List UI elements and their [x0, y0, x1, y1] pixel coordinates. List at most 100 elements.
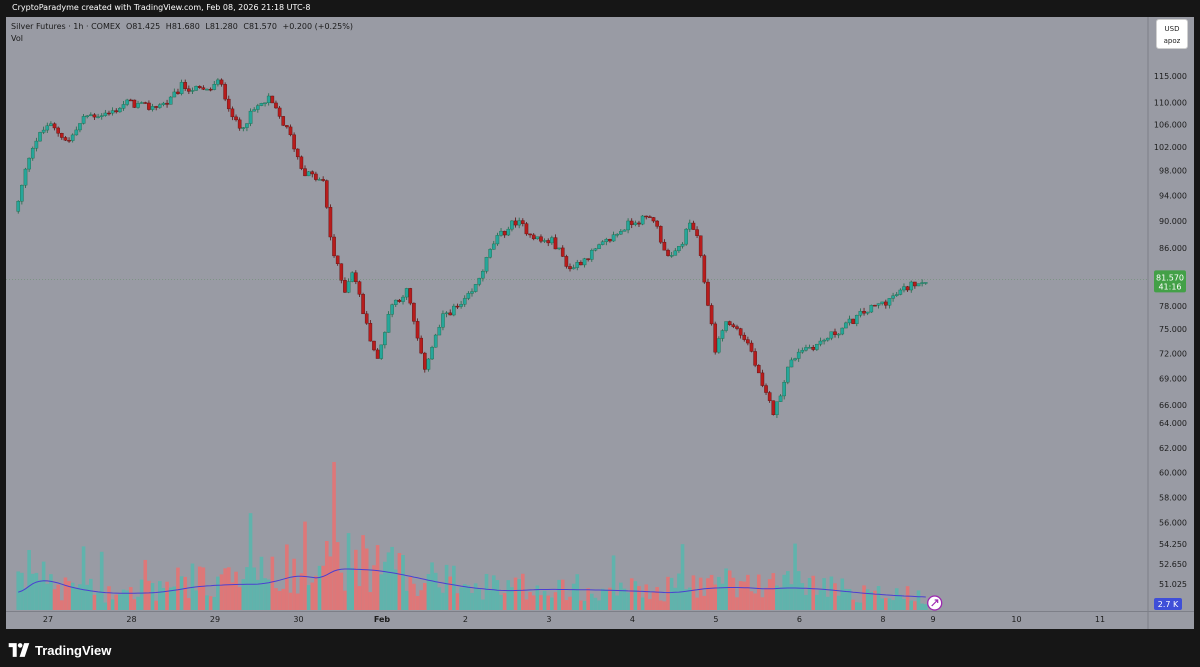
candle-body — [698, 235, 703, 256]
candle-body — [521, 220, 525, 224]
volume-bar — [695, 597, 699, 610]
volume-bar — [74, 587, 79, 610]
candle-body — [216, 79, 220, 85]
volume-bar — [524, 599, 529, 610]
volume-bar — [143, 559, 148, 610]
volume-bar — [811, 575, 816, 610]
volume-bar — [564, 600, 569, 610]
candle-body — [825, 337, 830, 341]
volume-bar — [183, 576, 188, 610]
volume-bar — [880, 598, 884, 610]
volume-bar — [139, 579, 144, 610]
candle-body — [241, 127, 246, 129]
volume-indicator-label[interactable]: Vol — [11, 34, 23, 43]
volume-bar — [604, 589, 609, 610]
candle-body — [96, 116, 100, 118]
volume-bar — [586, 588, 590, 610]
candle-body — [626, 220, 630, 231]
candle-body — [285, 125, 289, 128]
candle-body — [448, 312, 453, 316]
price-axis-tick: 110.000 — [1154, 98, 1187, 107]
candle-body — [150, 106, 155, 110]
volume-bar — [684, 589, 688, 610]
volume-bar — [237, 587, 242, 610]
volume-bar — [884, 598, 888, 610]
volume-bar — [495, 580, 500, 610]
candle-body — [557, 247, 561, 250]
volume-bar — [339, 572, 344, 610]
candle-body — [746, 339, 750, 344]
candle-body — [535, 236, 540, 240]
candle-body — [898, 289, 903, 295]
candle-body — [648, 216, 652, 218]
volume-bar — [205, 595, 209, 610]
last-price-badge — [1154, 270, 1186, 293]
volume-bar — [876, 586, 881, 610]
volume-bar — [52, 589, 57, 610]
candle-body — [829, 331, 834, 339]
currency-selector[interactable]: USD apoz — [1156, 19, 1188, 49]
candlestick-chart[interactable]: 115.000 110.000 106.000 102.000 98.000 94.000… — [6, 17, 1194, 629]
price-axis-tick: 90.000 — [1159, 217, 1187, 226]
candle-body — [579, 262, 583, 266]
volume-bar — [619, 582, 623, 610]
candle-body — [796, 351, 801, 359]
volume-bar — [796, 571, 801, 610]
candle-body — [266, 95, 271, 103]
candle-body — [34, 140, 39, 149]
candle-body — [23, 168, 28, 186]
candle-body — [128, 99, 133, 102]
candle-body — [357, 281, 362, 295]
candle-body — [539, 236, 543, 242]
candle-body — [731, 324, 736, 327]
candle-body — [655, 220, 659, 227]
volume-bar — [430, 562, 434, 610]
volume-bar — [473, 583, 478, 610]
volume-bar — [923, 604, 928, 610]
volume-bar — [390, 546, 394, 610]
chart-panel[interactable]: 115.000 110.000 106.000 102.000 98.000 94.000… — [6, 17, 1194, 629]
time-axis-tick: 10 — [1011, 615, 1021, 624]
candle-body — [608, 239, 612, 242]
candle-body — [546, 240, 551, 244]
volume-bar — [615, 595, 619, 610]
candle-body — [56, 127, 60, 134]
volume-bar — [226, 567, 231, 610]
candle-body — [452, 305, 456, 316]
volume-bar — [887, 598, 892, 610]
candle-body — [81, 116, 86, 124]
volume-bar — [756, 574, 761, 610]
tradingview-logo-icon — [8, 643, 30, 657]
candle-body — [575, 262, 580, 268]
volume-bar — [920, 603, 924, 610]
volume-bar — [70, 582, 75, 610]
symbol-name[interactable]: Silver Futures · 1h · COMEX — [11, 22, 121, 31]
candle-body — [724, 321, 728, 331]
volume-bar — [368, 592, 373, 610]
volume-bar — [836, 595, 841, 610]
price-axis-tick: 78.000 — [1159, 302, 1187, 311]
volume-bar — [321, 565, 325, 610]
candle-body — [372, 340, 376, 351]
candle-body — [343, 280, 347, 293]
candle-body — [404, 288, 409, 298]
candle-body — [223, 84, 227, 100]
volume-bar — [600, 588, 605, 610]
volume-bar — [197, 566, 202, 610]
candle-body — [775, 401, 779, 415]
candle-body — [27, 157, 31, 170]
currency-code: USD — [1164, 25, 1180, 33]
candle-body — [49, 123, 53, 126]
price-axis-tick: 115.000 — [1154, 72, 1187, 81]
candle-body — [604, 239, 609, 243]
volume-bar — [626, 592, 630, 610]
volume-bar — [310, 582, 315, 610]
volume-bar — [364, 548, 369, 610]
volume-bar — [67, 581, 71, 610]
volume-bar — [894, 588, 899, 610]
volume-bar — [63, 577, 68, 610]
volume-bar — [651, 591, 656, 610]
volume-bar — [698, 577, 703, 610]
candle-body — [488, 249, 492, 258]
volume-bar — [680, 544, 685, 610]
